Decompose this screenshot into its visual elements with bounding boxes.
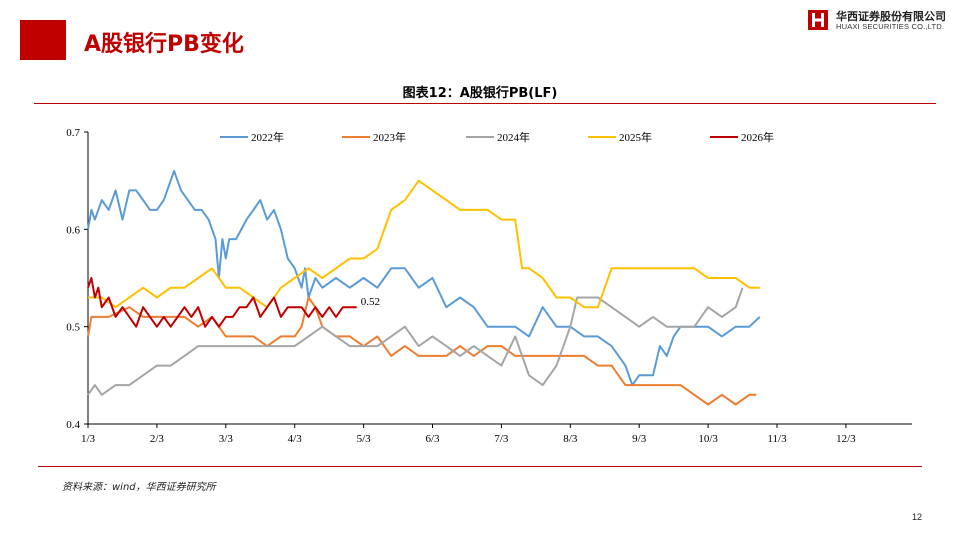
legend-label: 2026年 (741, 130, 774, 144)
x-tick-label: 6/3 (425, 433, 440, 445)
company-logo: 华西证券股份有限公司 HUAXI SECURITIES CO.,LTD. (808, 8, 952, 32)
x-tick-label: 9/3 (632, 433, 647, 445)
x-tick-label: 8/3 (563, 433, 578, 445)
x-tick-label: 7/3 (494, 433, 509, 445)
series-line-2025年 (88, 179, 760, 309)
chart-legend: 2022年 2023年 2024年 2025年 2026年 (220, 130, 774, 144)
chart-axes: 0.4 0.5 0.6 0.7 1/3 2/3 3/3 4/3 5/3 6/3 7/3 8/3 9/3 1… (66, 127, 912, 445)
y-tick-label: 0.7 (66, 127, 80, 139)
x-tick-label: 3/3 (219, 433, 234, 445)
chart-series-layer (87, 169, 761, 406)
huaxi-logo-icon (808, 10, 828, 30)
annotation-label: 0.52 (361, 296, 380, 308)
x-tick-label: 4/3 (288, 433, 303, 445)
chart-annotation-layer: 0.52 (361, 296, 380, 308)
series-line-2026年 (87, 277, 357, 328)
x-tick-label: 2/3 (150, 433, 165, 445)
y-tick-label: 0.6 (66, 224, 80, 236)
data-source-note: 资料来源：wind，华西证券研究所 (62, 482, 216, 493)
y-tick-label: 0.5 (66, 322, 80, 334)
logo-company-name-cn: 华西证券股份有限公司 (836, 10, 946, 23)
legend-label: 2025年 (619, 130, 652, 144)
x-tick-label: 5/3 (357, 433, 372, 445)
y-tick-label: 0.4 (66, 419, 80, 431)
legend-label: 2023年 (373, 130, 406, 144)
divider-bottom (38, 466, 922, 467)
x-tick-label: 10/3 (698, 433, 718, 445)
x-tick-label: 12/3 (836, 433, 856, 445)
title-accent-block (20, 20, 66, 60)
series-line-2024年 (87, 287, 744, 396)
series-line-2022年 (87, 169, 761, 387)
series-line-2023年 (87, 296, 757, 406)
chart-title: 图表12：A股银行PB(LF) (402, 86, 558, 101)
x-tick-label: 1/3 (81, 433, 96, 445)
page-number: 12 (911, 512, 922, 522)
legend-label: 2024年 (497, 130, 530, 144)
x-tick-label: 11/3 (767, 433, 787, 445)
slide-title: A股银行PB变化 (84, 32, 244, 57)
legend-label: 2022年 (251, 130, 284, 144)
divider-top (34, 103, 936, 104)
logo-company-name-en: HUAXI SECURITIES CO.,LTD. (836, 22, 945, 31)
